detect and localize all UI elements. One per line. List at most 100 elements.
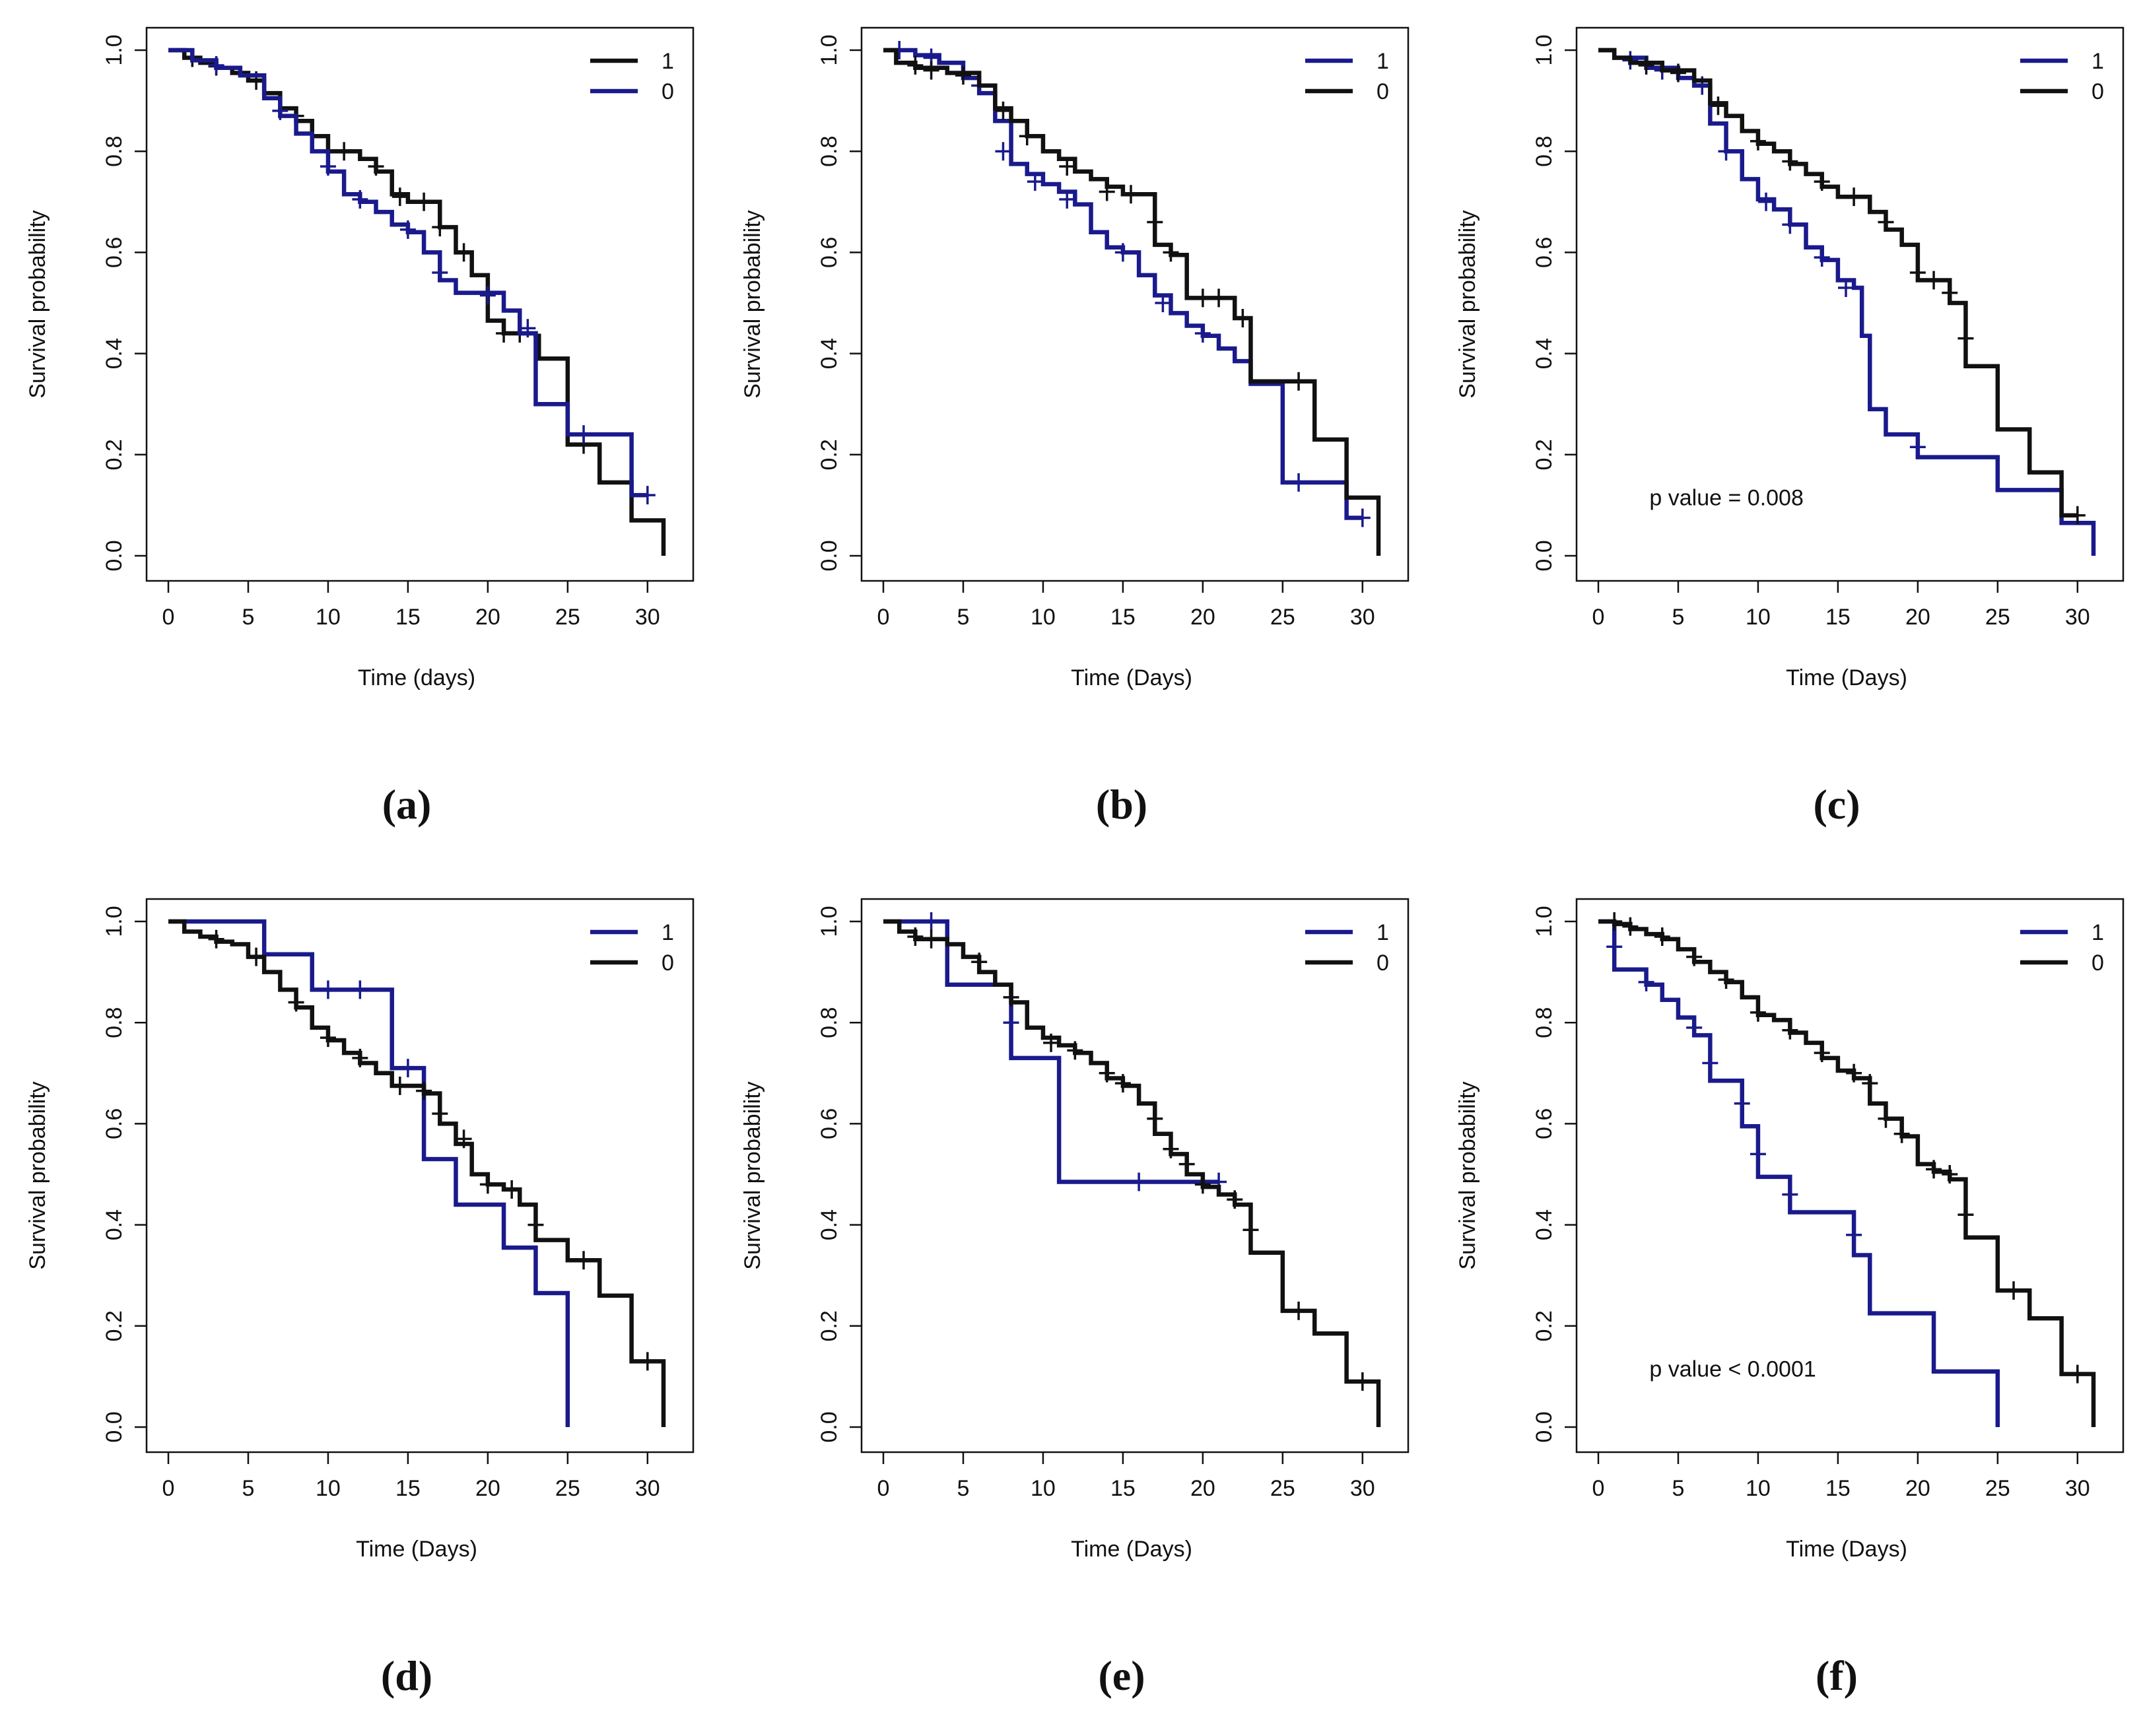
y-tick-label: 1.0 <box>1532 34 1557 65</box>
censor-mark-group-0 <box>1194 1175 1211 1194</box>
plot-frame <box>1575 26 2125 582</box>
y-tick-label: 0.0 <box>102 540 127 571</box>
y-axis-label: Survival probability <box>25 1081 50 1269</box>
censor-mark-group-0 <box>1622 917 1639 936</box>
y-tick-label: 1.0 <box>102 34 127 65</box>
survival-curve-group-1 <box>1598 48 2096 556</box>
legend-label-1: 1 <box>1377 920 1389 945</box>
censor-mark-group-0 <box>639 486 656 505</box>
y-axis-label: Survival probability <box>740 210 765 398</box>
y-tick-label: 0.0 <box>817 1411 842 1442</box>
censor-mark-group-0 <box>352 189 368 209</box>
censor-mark-group-1 <box>1718 142 1734 161</box>
legend-label-1: 1 <box>662 49 674 74</box>
censor-mark-group-0 <box>1782 152 1798 171</box>
censor-mark-group-0 <box>1354 1372 1371 1391</box>
censor-mark-group-0 <box>1909 263 1926 283</box>
y-tick-label: 0.8 <box>817 1007 842 1038</box>
censor-mark-group-0 <box>1718 970 1734 989</box>
censor-mark-group-1 <box>496 323 512 343</box>
y-tick-label: 0.6 <box>102 1108 127 1139</box>
plot-frame <box>145 26 695 582</box>
censor-mark-group-1 <box>399 1059 416 1078</box>
censor-mark-group-1 <box>1131 1172 1147 1191</box>
censor-mark-group-1 <box>1846 1225 1862 1244</box>
x-axis-label: Time (Days) <box>1786 665 1907 690</box>
censor-mark-group-0 <box>1099 182 1115 201</box>
legend-label-0: 0 <box>662 79 674 104</box>
censor-mark-group-1 <box>1909 438 1926 457</box>
censor-mark-group-0 <box>923 61 939 80</box>
x-tick-label: 5 <box>1672 605 1685 630</box>
x-tick-label: 30 <box>635 605 660 630</box>
x-tick-label: 0 <box>1592 605 1605 630</box>
censor-mark-group-1 <box>1734 1094 1750 1113</box>
p-value-annotation: p value = 0.008 <box>1649 485 1803 510</box>
y-tick-label: 0.4 <box>102 1209 127 1240</box>
censor-mark-group-1 <box>1702 1053 1718 1073</box>
censor-mark-group-1 <box>391 187 408 207</box>
censor-mark-group-0 <box>432 263 448 283</box>
km-panel-e: 0 5 10 15 20 25 30 0.0 0.2 0.4 0.6 0.8 1.0 Time (Days… <box>715 871 1428 1736</box>
censor-mark-group-0 <box>1163 243 1179 262</box>
km-panel-a: 0 5 10 15 20 25 30 0.0 0.2 0.4 0.6 0.8 1.0 Time (days… <box>0 0 713 865</box>
x-tick-label: 25 <box>1985 1476 2010 1501</box>
censor-mark-group-1 <box>1686 1018 1703 1037</box>
x-tick-label: 10 <box>1746 1476 1771 1501</box>
censor-mark-group-0 <box>923 929 939 949</box>
censor-mark-group-0 <box>288 993 304 1012</box>
censor-mark-group-0 <box>1686 947 1703 966</box>
x-tick-label: 25 <box>555 605 580 630</box>
legend-label-1: 1 <box>2092 49 2104 74</box>
panel-caption: (b) <box>1096 781 1147 828</box>
survival-curve-group-1 <box>883 48 1363 520</box>
x-tick-label: 30 <box>2065 1476 2090 1501</box>
y-axis-label: Survival probability <box>25 210 50 398</box>
y-tick-label: 0.4 <box>817 1209 842 1240</box>
censor-mark-group-1 <box>1758 192 1775 211</box>
censor-mark-group-0 <box>208 929 224 949</box>
censor-mark-group-1 <box>1838 279 1854 298</box>
y-tick-label: 0.2 <box>817 439 842 470</box>
legend-label-1: 1 <box>2092 920 2104 945</box>
y-tick-label: 1.0 <box>1532 906 1557 937</box>
x-tick-label: 15 <box>1825 605 1851 630</box>
censor-mark-group-0 <box>907 55 924 75</box>
censor-mark-group-0 <box>1019 127 1035 146</box>
x-tick-label: 0 <box>877 1476 890 1501</box>
censor-mark-group-0 <box>504 1180 520 1199</box>
x-axis-label: Time (days) <box>358 665 475 690</box>
x-tick-label: 10 <box>1031 605 1056 630</box>
censor-mark-group-0 <box>1654 927 1670 946</box>
y-axis-label: Survival probability <box>740 1081 765 1269</box>
censor-mark-group-0 <box>2069 1364 2086 1384</box>
plot-frame <box>1575 898 2125 1453</box>
censor-mark-group-0 <box>352 1048 368 1067</box>
censor-mark-group-0 <box>1942 1165 1958 1184</box>
survival-curve-group-0 <box>883 48 1381 556</box>
panel-caption: (a) <box>382 781 432 828</box>
censor-mark-group-0 <box>1670 63 1686 83</box>
x-tick-label: 15 <box>1825 1476 1851 1501</box>
censor-mark-group-0 <box>1750 131 1766 150</box>
censor-mark-group-1 <box>1155 294 1171 312</box>
y-tick-label: 1.0 <box>102 906 127 937</box>
x-tick-label: 20 <box>1905 1476 1930 1501</box>
censor-mark-group-0 <box>1194 288 1211 308</box>
censor-mark-group-1 <box>1114 243 1131 262</box>
censor-mark-group-0 <box>527 1215 544 1234</box>
x-tick-label: 15 <box>1110 1476 1136 1501</box>
x-tick-label: 25 <box>1270 1476 1295 1501</box>
legend-label-0: 0 <box>662 951 674 976</box>
plot-frame <box>860 898 1410 1453</box>
legend-label-1: 1 <box>662 920 674 945</box>
x-tick-label: 5 <box>242 1476 255 1501</box>
censor-mark-group-0 <box>1114 1074 1131 1093</box>
panel-caption: (f) <box>1816 1652 1858 1699</box>
censor-mark-group-0 <box>432 1104 448 1123</box>
censor-mark-group-1 <box>336 142 353 161</box>
censor-mark-group-0 <box>1099 1063 1115 1083</box>
censor-mark-group-0 <box>1957 1205 1974 1224</box>
